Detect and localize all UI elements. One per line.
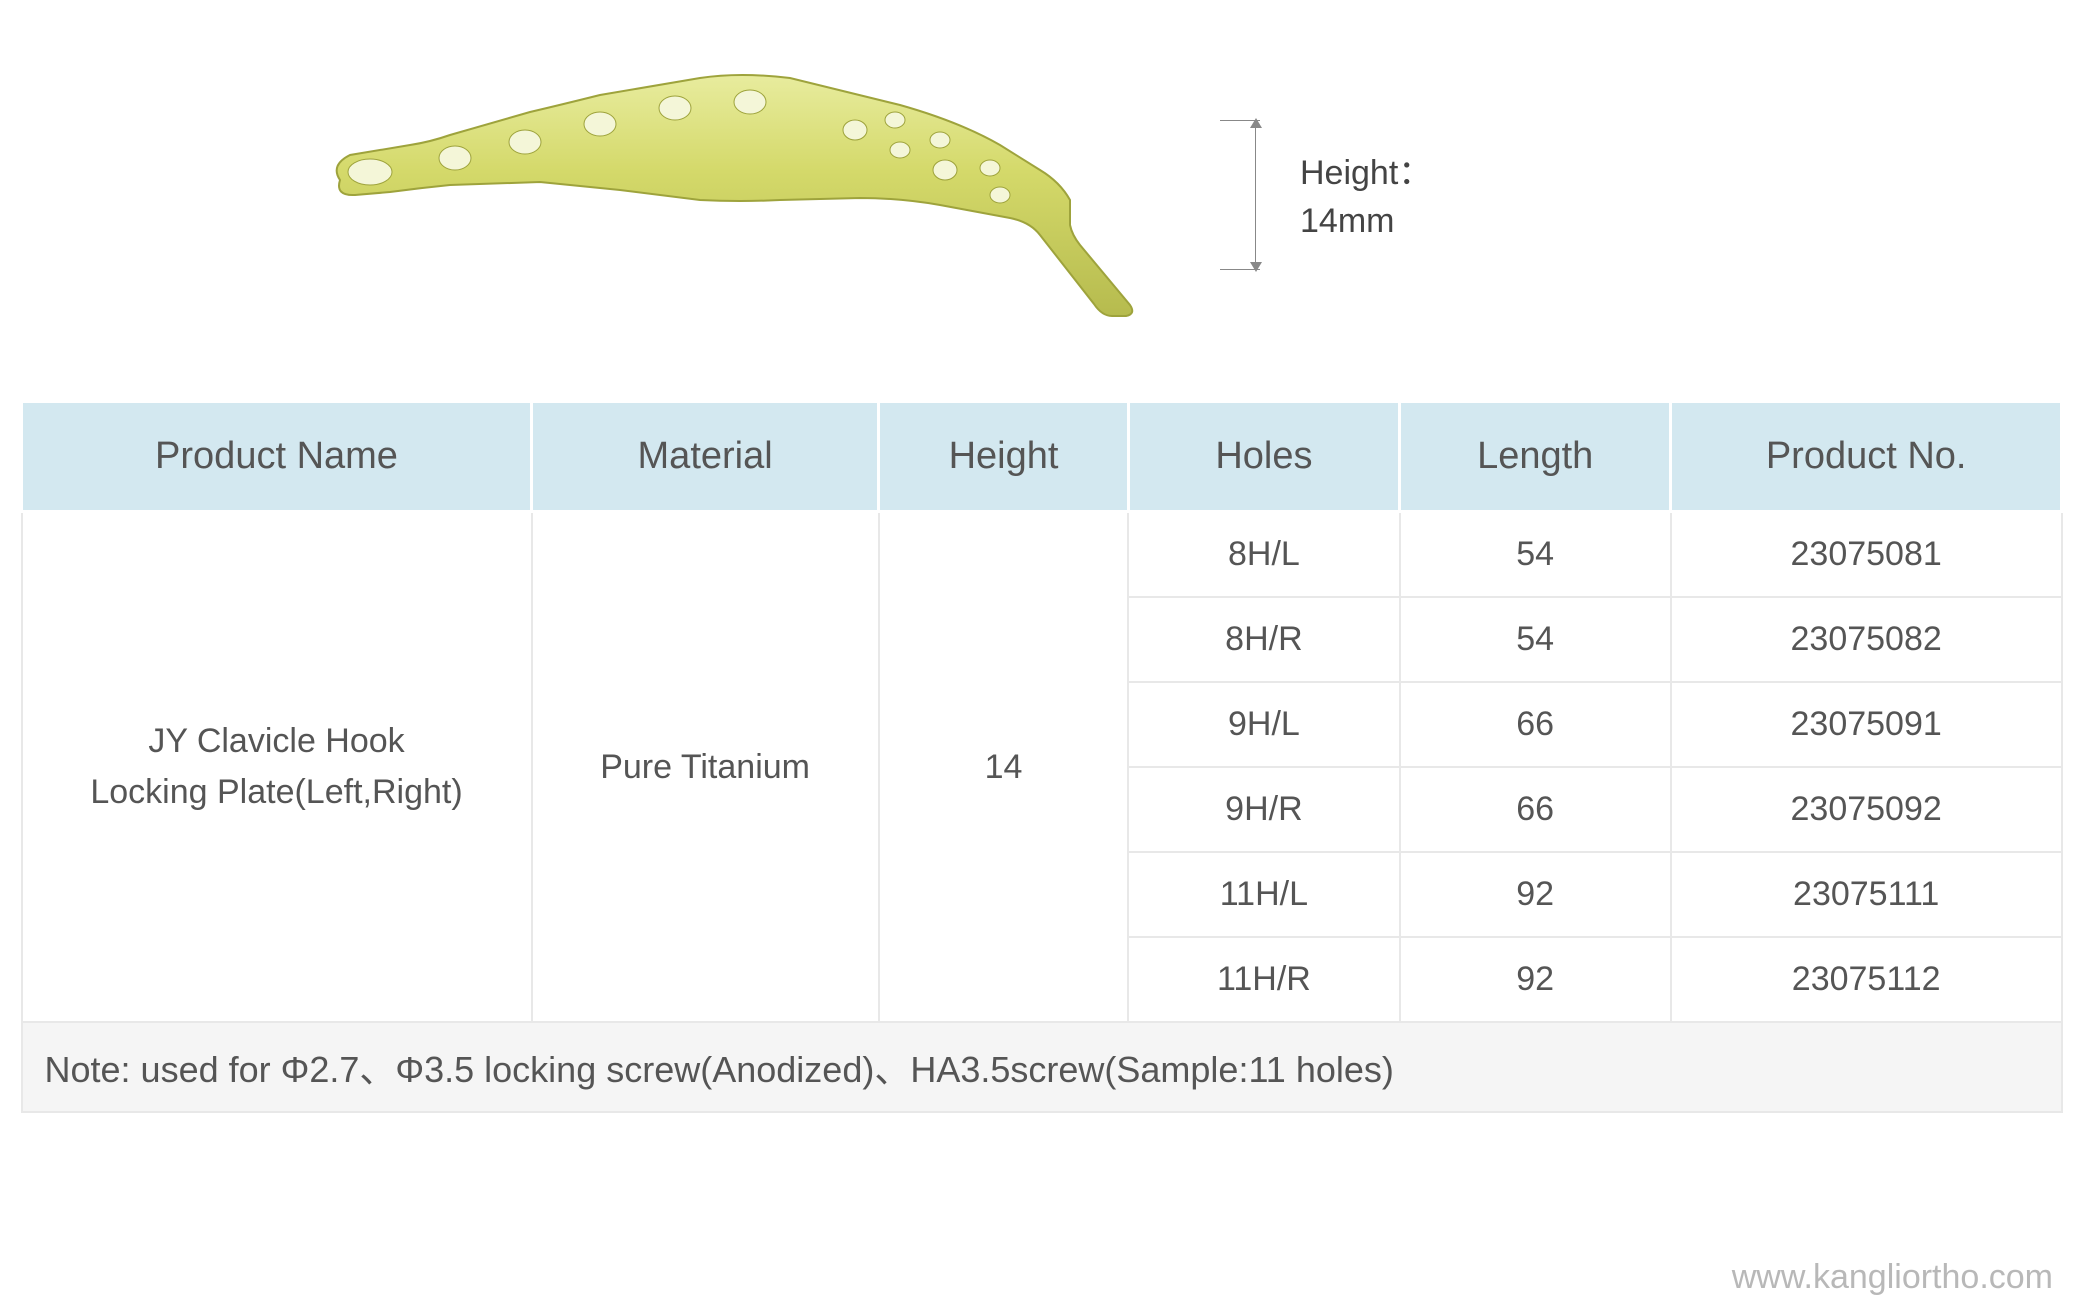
cell-height: 14 (879, 512, 1129, 1023)
cell-length: 92 (1400, 852, 1671, 937)
cell-holes: 9H/L (1128, 682, 1399, 767)
table-row: JY Clavicle HookLocking Plate(Left,Right… (22, 512, 2062, 598)
col-length: Length (1400, 402, 1671, 512)
height-label-line1: Height： (1300, 154, 1432, 192)
col-holes: Holes (1128, 402, 1399, 512)
spec-table: Product Name Material Height Holes Lengt… (20, 400, 2063, 1113)
cell-length: 54 (1400, 597, 1671, 682)
cell-holes: 8H/L (1128, 512, 1399, 598)
cell-prodno: 23075092 (1671, 767, 2062, 852)
cell-product-name: JY Clavicle HookLocking Plate(Left,Right… (22, 512, 532, 1023)
cell-prodno: 23075112 (1671, 937, 2062, 1022)
cell-length: 66 (1400, 682, 1671, 767)
clavicle-plate-icon (300, 50, 1200, 330)
cell-length: 54 (1400, 512, 1671, 598)
height-label-line2: 14mm (1300, 202, 1394, 240)
cell-holes: 9H/R (1128, 767, 1399, 852)
col-height: Height (879, 402, 1129, 512)
table-note-row: Note: used for Φ2.7、Φ3.5 locking screw(A… (22, 1022, 2062, 1112)
cell-material: Pure Titanium (532, 512, 879, 1023)
footer-url: www.kangliortho.com (1732, 1258, 2053, 1297)
col-product-name: Product Name (22, 402, 532, 512)
product-diagram: Height： 14mm (300, 50, 1200, 330)
col-product-no: Product No. (1671, 402, 2062, 512)
cell-prodno: 23075081 (1671, 512, 2062, 598)
table-header-row: Product Name Material Height Holes Lengt… (22, 402, 2062, 512)
cell-holes: 11H/R (1128, 937, 1399, 1022)
cell-length: 92 (1400, 937, 1671, 1022)
cell-prodno: 23075111 (1671, 852, 2062, 937)
height-dimension-label: Height： 14mm (1300, 150, 1432, 245)
cell-holes: 8H/R (1128, 597, 1399, 682)
cell-prodno: 23075082 (1671, 597, 2062, 682)
col-material: Material (532, 402, 879, 512)
height-dimension-line (1250, 120, 1260, 270)
cell-note: Note: used for Φ2.7、Φ3.5 locking screw(A… (22, 1022, 2062, 1112)
cell-holes: 11H/L (1128, 852, 1399, 937)
cell-prodno: 23075091 (1671, 682, 2062, 767)
cell-length: 66 (1400, 767, 1671, 852)
